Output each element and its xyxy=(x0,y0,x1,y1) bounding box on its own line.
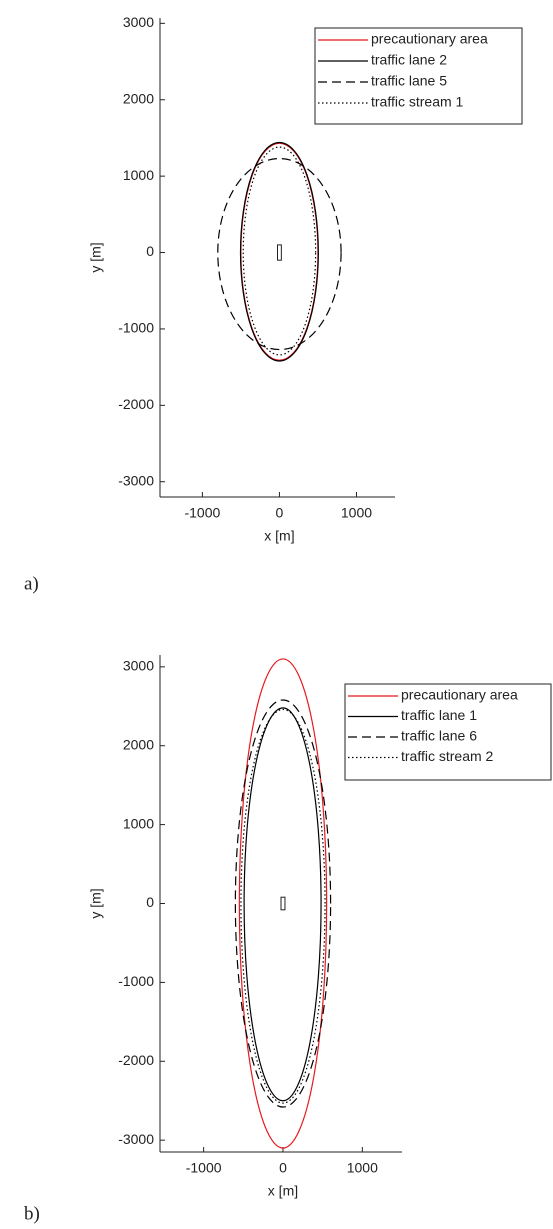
y-tick-label: 3000 xyxy=(123,658,154,674)
legend-label: traffic stream 1 xyxy=(371,94,464,110)
curve xyxy=(217,157,342,351)
curve xyxy=(242,146,317,356)
y-tick-label: 1000 xyxy=(123,167,154,183)
x-tick-label: 0 xyxy=(279,1160,287,1176)
panel-label: a) xyxy=(24,573,39,594)
legend-label: precautionary area xyxy=(401,687,518,703)
legend-label: traffic lane 2 xyxy=(371,52,447,68)
y-tick-label: -3000 xyxy=(118,472,154,488)
y-tick-label: -1000 xyxy=(118,973,154,989)
y-tick-label: -1000 xyxy=(118,320,154,336)
legend-box xyxy=(314,27,523,125)
legend-label: precautionary area xyxy=(371,31,488,47)
x-tick-label: -1000 xyxy=(186,1160,222,1176)
y-tick-label: 1000 xyxy=(123,815,154,831)
panel-label: b) xyxy=(24,1203,40,1224)
legend-label: traffic stream 2 xyxy=(401,748,494,764)
y-tick-label: -2000 xyxy=(118,396,154,412)
curve xyxy=(240,142,319,361)
y-axis-label: y [m] xyxy=(88,242,104,272)
curve xyxy=(234,699,332,1108)
x-tick-label: 1000 xyxy=(341,505,372,521)
y-tick-label: 0 xyxy=(146,894,154,910)
y-tick-label: -2000 xyxy=(118,1052,154,1068)
y-axis-label: y [m] xyxy=(88,888,104,918)
y-tick-label: 2000 xyxy=(123,736,154,752)
x-axis-label: x [m] xyxy=(268,1183,298,1199)
curve xyxy=(239,141,319,362)
y-tick-label: 0 xyxy=(146,243,154,259)
x-tick-label: 1000 xyxy=(347,1160,378,1176)
curve xyxy=(243,707,322,1102)
x-tick-label: -1000 xyxy=(184,505,220,521)
y-tick-label: 3000 xyxy=(123,14,154,30)
y-tick-label: -3000 xyxy=(118,1131,154,1147)
legend-label: traffic lane 6 xyxy=(401,728,477,744)
curve xyxy=(240,708,326,1104)
ship xyxy=(277,244,282,261)
x-tick-label: 0 xyxy=(276,505,284,521)
curve xyxy=(238,658,328,1149)
ship xyxy=(280,896,286,911)
y-tick-label: 2000 xyxy=(123,90,154,106)
legend-label: traffic lane 1 xyxy=(401,707,477,723)
legend-label: traffic lane 5 xyxy=(371,73,447,89)
legend-box xyxy=(344,683,552,781)
x-axis-label: x [m] xyxy=(264,528,294,544)
